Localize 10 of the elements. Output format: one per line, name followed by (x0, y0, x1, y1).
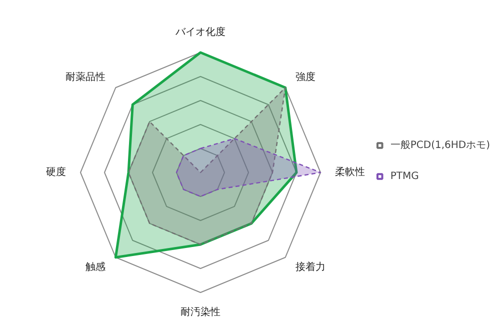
spoke-label: バイオ化度 (174, 26, 226, 38)
spoke-label: 強度 (296, 70, 316, 83)
spoke-label: 耐汚染性 (180, 306, 220, 318)
legend-label: PTMG (390, 170, 419, 182)
legend-label: 一般PCD(1,6HDホモ) (390, 139, 490, 152)
spoke-label: 接着力 (296, 261, 326, 274)
spoke-label: 柔軟性 (334, 166, 365, 178)
spoke-label: 硬度 (46, 166, 66, 178)
spoke-label: 耐薬品性 (65, 70, 106, 83)
spoke-label: 触感 (85, 261, 106, 274)
